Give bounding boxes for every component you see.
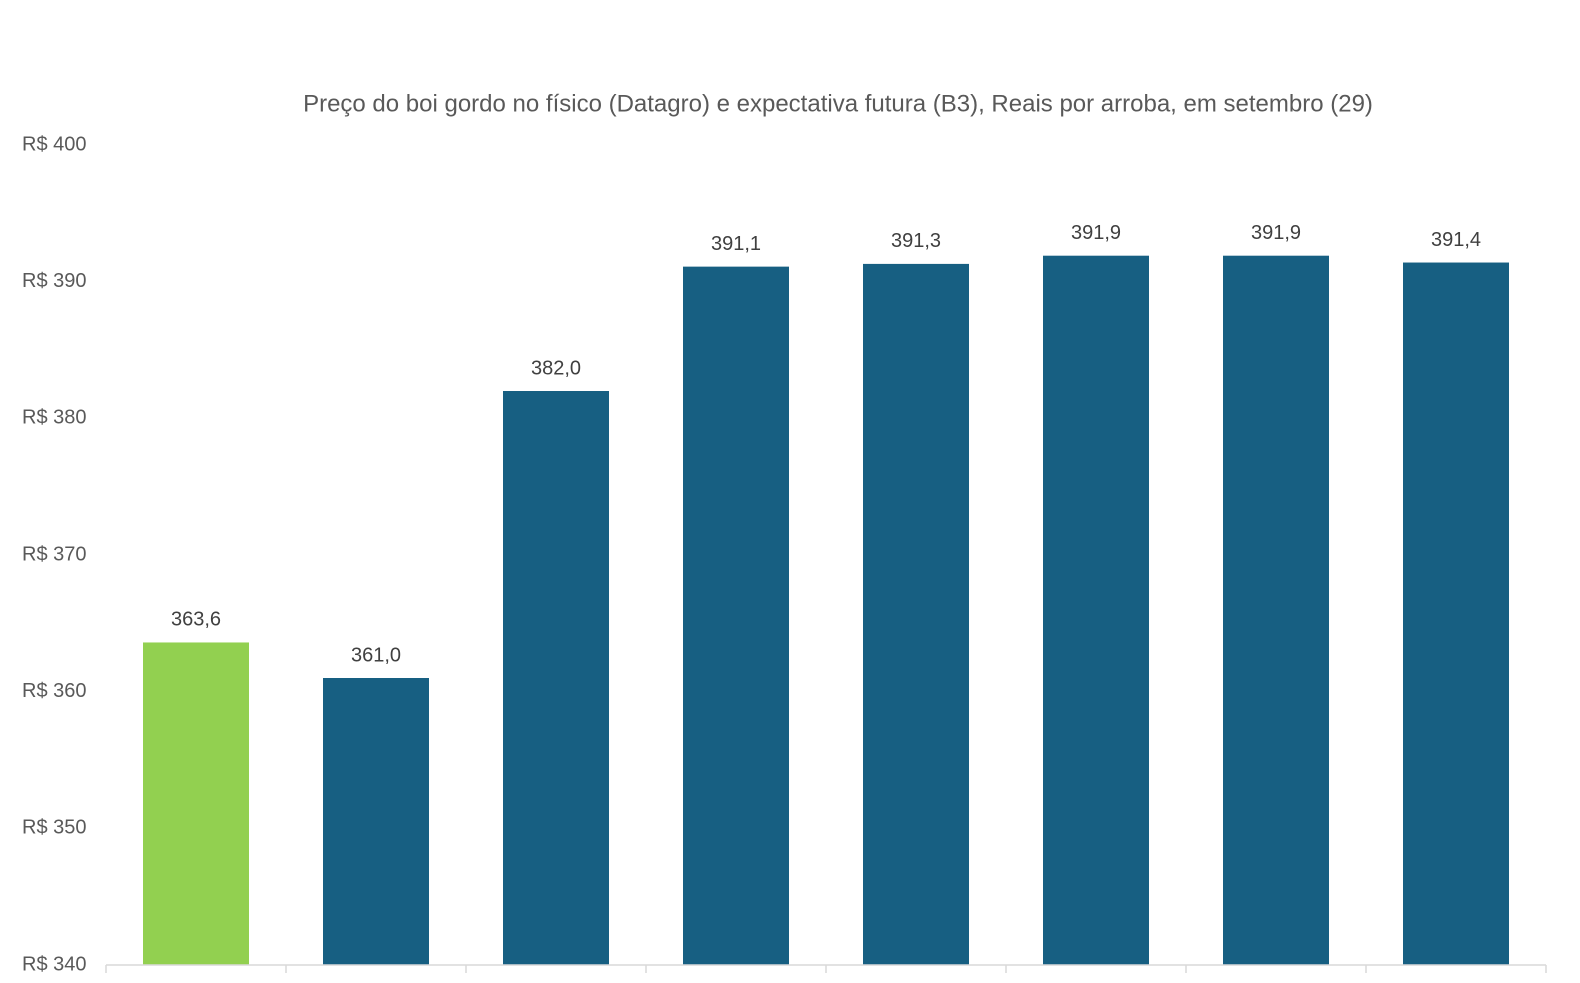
y-tick-label: R$ 350	[22, 817, 87, 839]
y-tick-label: R$ 340	[22, 953, 87, 975]
data-label: 363,6	[171, 609, 221, 631]
bar	[1043, 255, 1149, 965]
bar	[143, 642, 249, 965]
data-label: 361,0	[351, 644, 401, 666]
data-label: 391,1	[711, 233, 761, 255]
y-tick-label: R$ 390	[22, 270, 87, 292]
y-tick-label: R$ 360	[22, 680, 87, 702]
y-tick-label: R$ 400	[22, 133, 87, 155]
bar	[1223, 255, 1329, 965]
bar	[323, 678, 429, 965]
data-label: 391,9	[1071, 222, 1121, 244]
data-label: 391,4	[1431, 229, 1481, 251]
bar	[863, 263, 969, 965]
y-tick-label: R$ 370	[22, 543, 87, 565]
data-label: 382,0	[531, 357, 581, 379]
chart-title: Preço do boi gordo no físico (Datagro) e…	[303, 90, 1373, 117]
bar	[683, 266, 789, 966]
bar	[503, 391, 609, 965]
data-label: 391,3	[891, 230, 941, 252]
bar	[1403, 262, 1509, 965]
data-label: 391,9	[1251, 222, 1301, 244]
y-tick-label: R$ 380	[22, 407, 87, 429]
